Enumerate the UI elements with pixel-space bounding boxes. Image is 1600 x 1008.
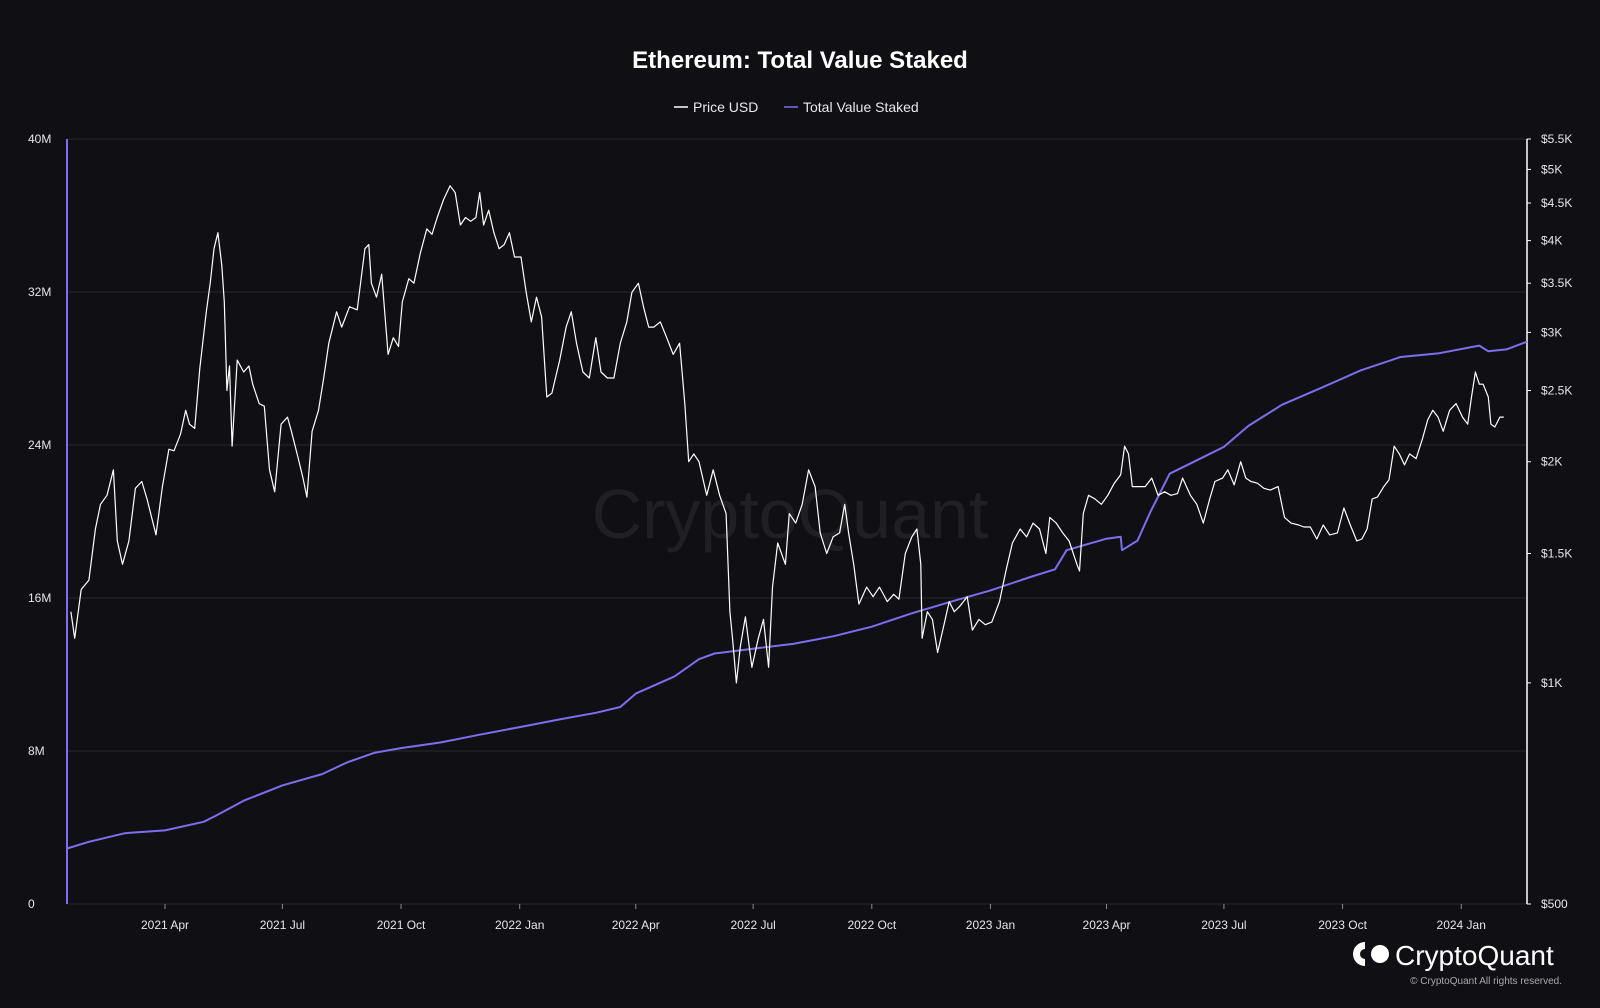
logo-mark-right-icon [1371,945,1389,963]
right-tick-label: $3.5K [1541,276,1572,290]
legend-item-staked[interactable]: Total Value Staked [784,99,919,115]
series-line-price-usd [70,185,1504,684]
legend-item-price[interactable]: Price USD [674,99,758,115]
x-tick-label: 2022 Oct [847,918,896,932]
left-tick-label: 0 [28,897,35,911]
x-tick-label: 2021 Apr [141,918,189,932]
right-tick-label: $4.5K [1541,196,1572,210]
x-tick-label: 2022 Jul [730,918,775,932]
brand-name: CryptoQuant [1395,940,1554,971]
right-tick-label: $3K [1541,325,1562,339]
x-axis-ticks: 2021 Apr 2021 Jul 2021 Oct 2022 Jan 2022 Apr… [141,904,1486,932]
right-tick-label: $500 [1541,897,1568,911]
right-tick-label: $4K [1541,234,1562,248]
x-tick-label: 2021 Oct [377,918,426,932]
legend-label-staked: Total Value Staked [803,99,919,115]
x-tick-label: 2023 Apr [1083,918,1131,932]
series-line-total-value-staked [66,340,1528,850]
x-tick-label: 2022 Jan [495,918,544,932]
right-tick-label: $2.5K [1541,384,1572,398]
legend-label-price: Price USD [693,99,758,115]
cryptoquant-logo: CryptoQuant [1353,940,1554,971]
left-tick-label: 24M [28,438,51,452]
x-tick-label: 2023 Jan [966,918,1015,932]
right-axis-ticks: $500 $1K $1.5K $2K $2.5K $3K $3.5K $4K $4.5K $5K $… [1527,132,1572,911]
left-axis-ticks: 0 8M 16M 24M 32M 40M [28,132,51,911]
left-tick-label: 16M [28,591,51,605]
x-tick-label: 2022 Apr [612,918,660,932]
right-tick-label: $1K [1541,676,1562,690]
right-tick-label: $5K [1541,162,1562,176]
x-tick-label: 2023 Oct [1318,918,1367,932]
right-tick-label: $2K [1541,455,1562,469]
logo-mark-left-icon [1353,942,1365,966]
chart-title: Ethereum: Total Value Staked [632,47,968,74]
grid-lines [67,138,1527,905]
left-tick-label: 40M [28,132,51,146]
right-tick-label: $5.5K [1541,132,1572,146]
left-tick-label: 8M [28,744,45,758]
copyright: © CryptoQuant All rights reserved. [1410,976,1562,987]
x-tick-label: 2023 Jul [1201,918,1246,932]
legend[interactable]: Price USD Total Value Staked [674,99,919,115]
left-tick-label: 32M [28,285,51,299]
x-tick-label: 2024 Jan [1437,918,1486,932]
x-tick-label: 2021 Jul [260,918,305,932]
right-tick-label: $1.5K [1541,547,1572,561]
